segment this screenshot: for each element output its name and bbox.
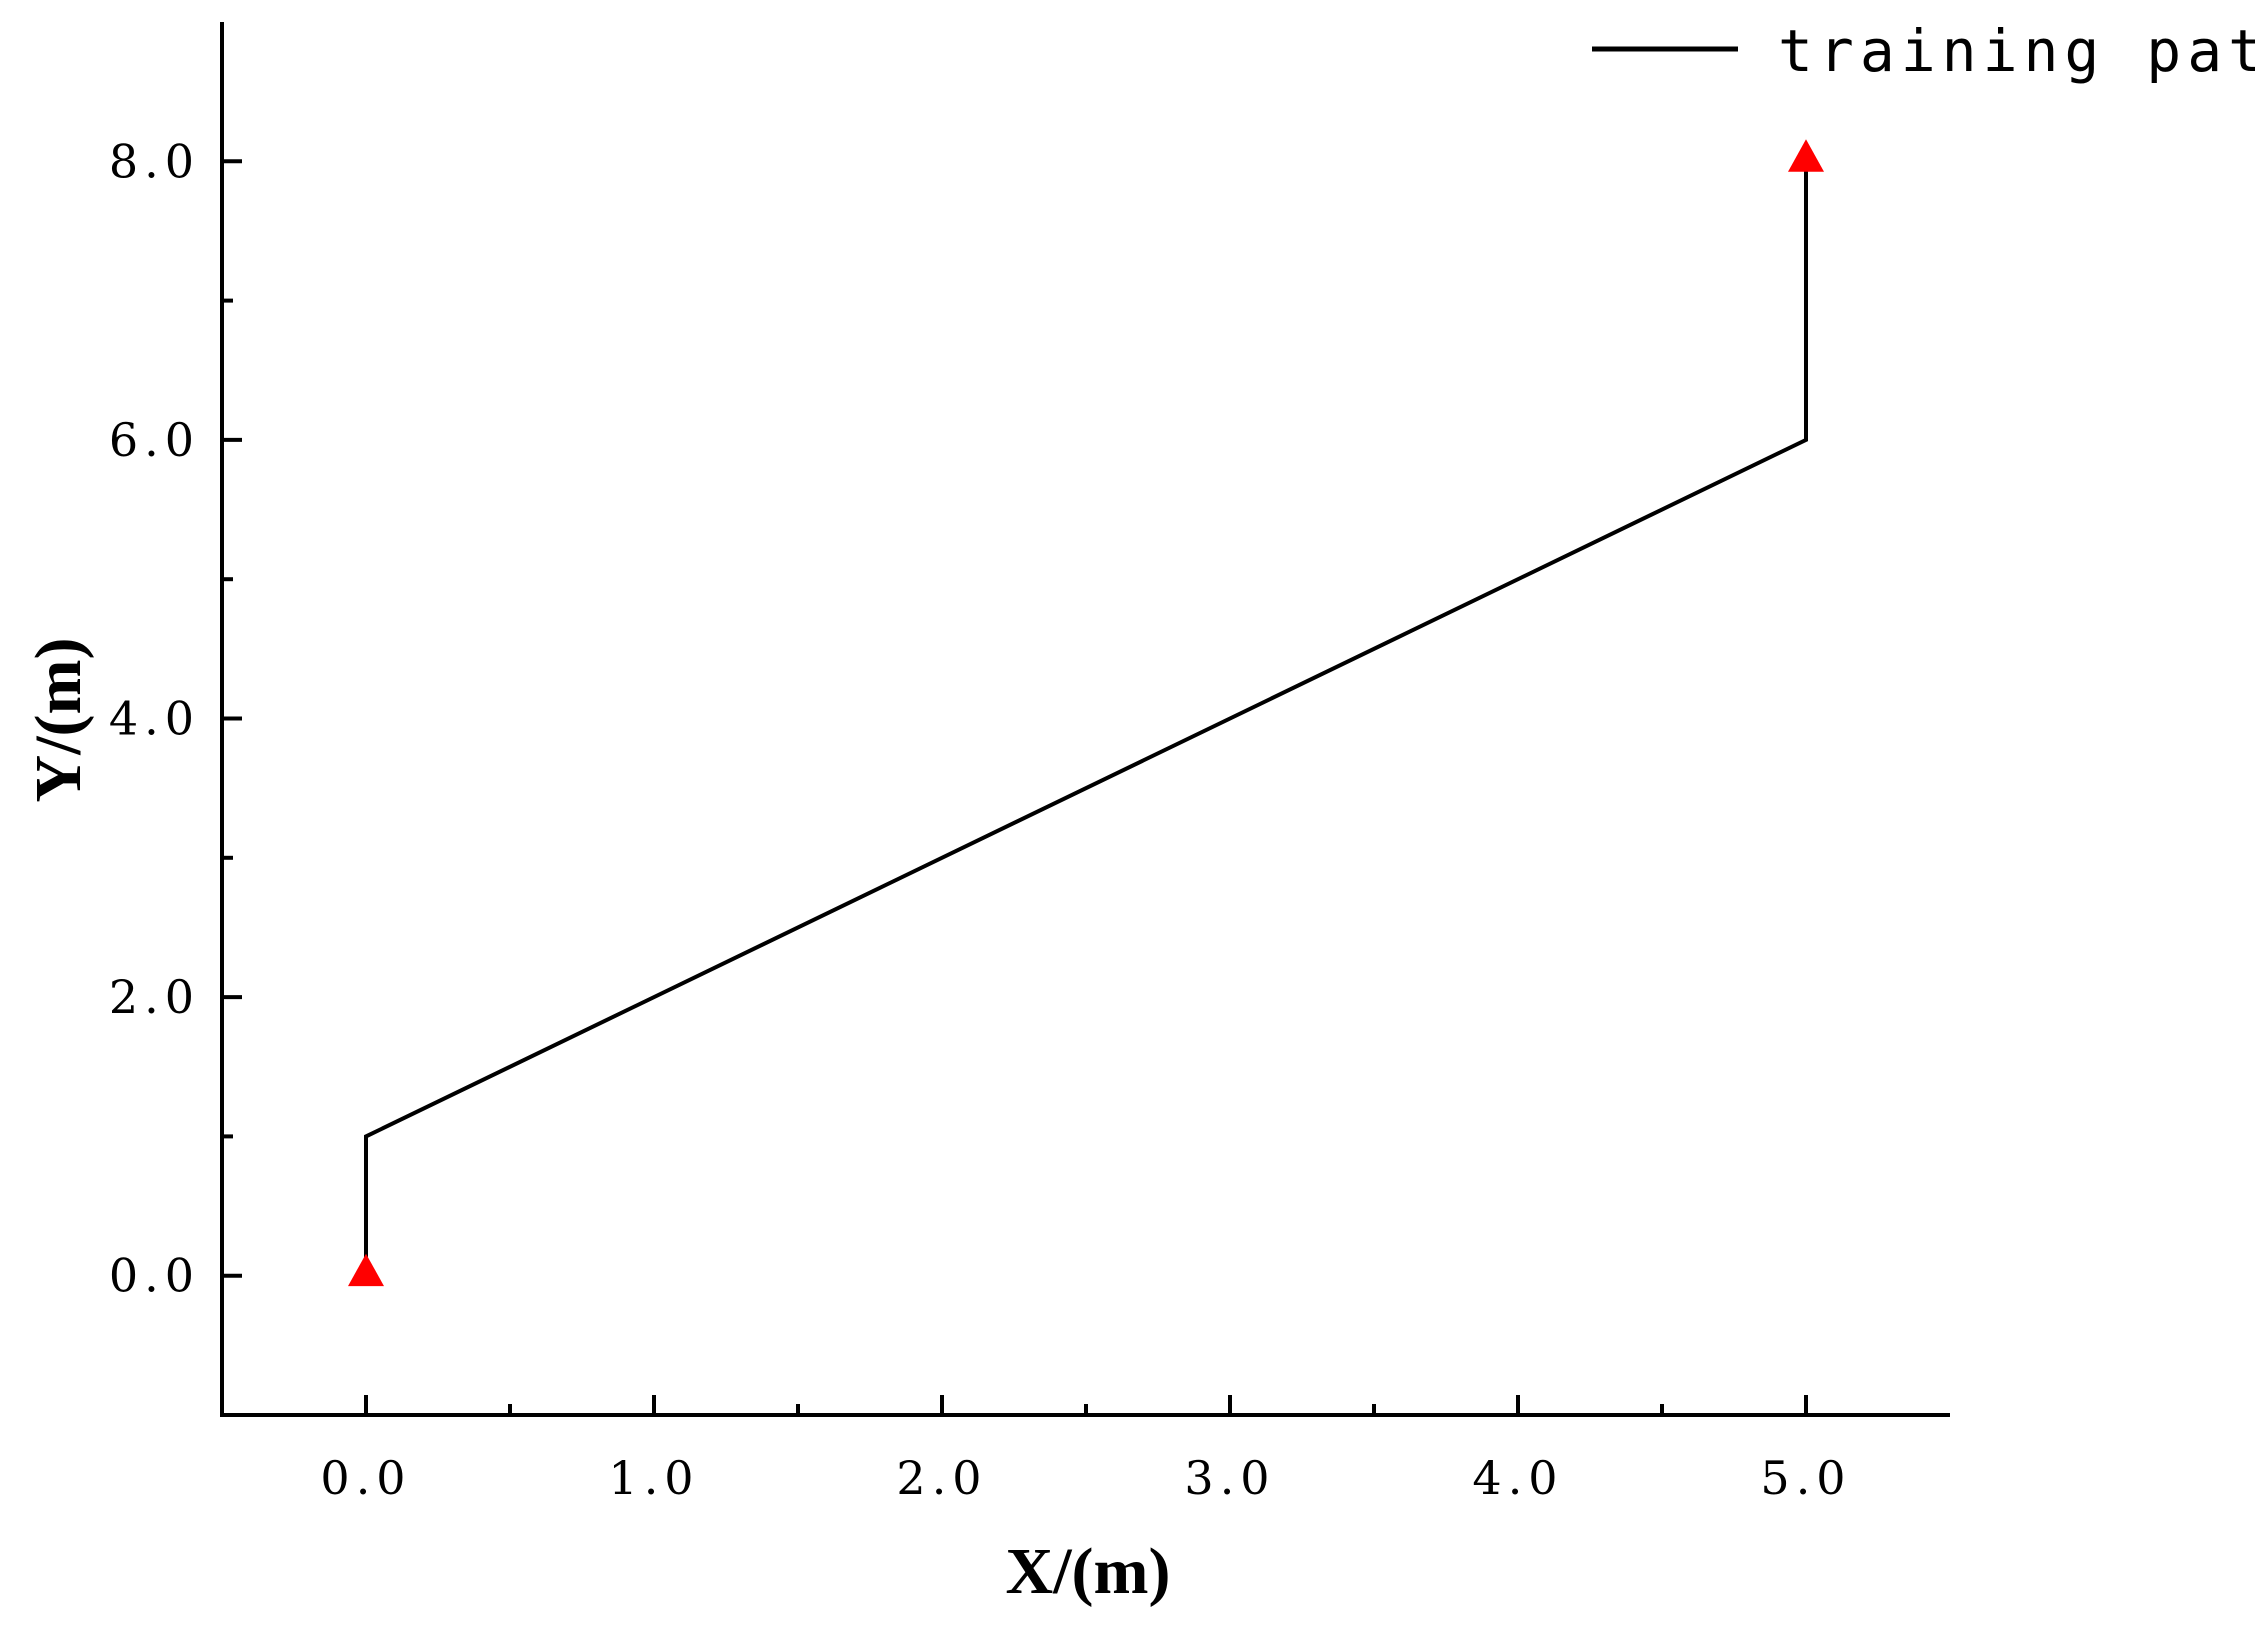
markers xyxy=(348,139,1824,1287)
y-tick-label: 2.0 xyxy=(109,970,200,1024)
y-tick-label: 8.0 xyxy=(109,134,200,188)
x-tick-label: 2.0 xyxy=(896,1451,987,1505)
ticks xyxy=(222,159,1808,1415)
x-tick-label: 3.0 xyxy=(1184,1451,1275,1505)
x-axis-title: X/(m) xyxy=(1006,1535,1171,1608)
end-marker xyxy=(1788,139,1824,172)
tick-labels: 0.0 2.0 4.0 6.0 8.0 0.0 1.0 2.0 3.0 4.0 5.0 xyxy=(109,134,1851,1505)
series xyxy=(364,161,1808,1276)
y-tick-label: 4.0 xyxy=(109,692,200,746)
y-tick-label: 0.0 xyxy=(109,1249,200,1303)
x-tick-label: 5.0 xyxy=(1760,1451,1851,1505)
x-tick-label: 1.0 xyxy=(608,1451,699,1505)
axes xyxy=(220,22,1950,1417)
start-marker xyxy=(348,1253,384,1287)
series-line-training-path xyxy=(364,161,1808,1276)
x-tick-label: 4.0 xyxy=(1472,1451,1563,1505)
y-axis-title: Y/(m) xyxy=(22,638,95,803)
legend-label: training path xyxy=(1778,17,2255,85)
y-tick-label: 6.0 xyxy=(109,413,200,467)
legend: training path xyxy=(1592,17,2255,85)
x-tick-label: 0.0 xyxy=(320,1451,411,1505)
